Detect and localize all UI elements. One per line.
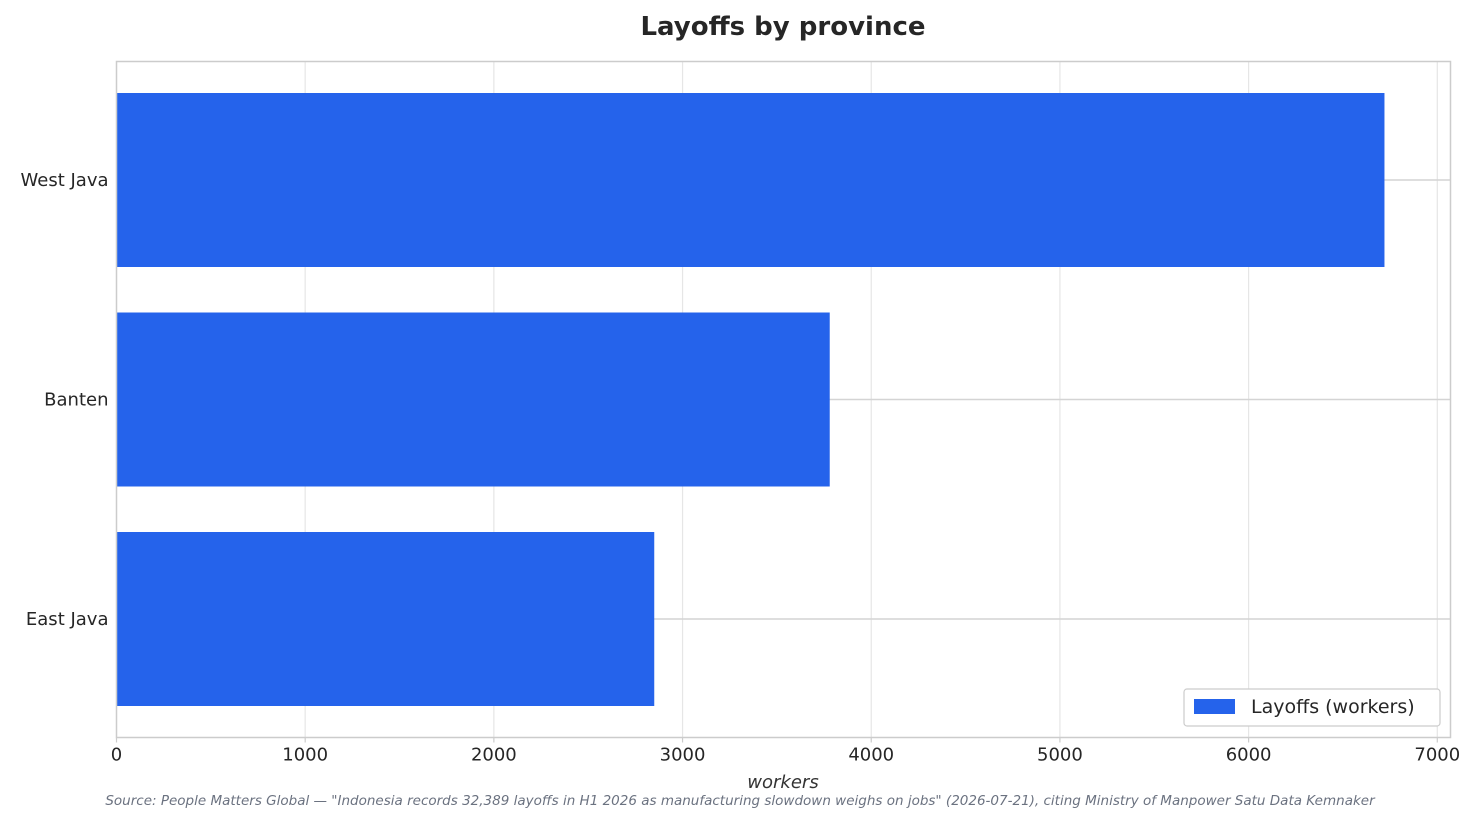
legend-box [1183, 688, 1441, 727]
chart-title: Layoffs by province [640, 12, 925, 42]
bar [116, 93, 1385, 267]
x-axis-ticks: 0 1000 2000 3000 4000 5000 6000 7000 [111, 737, 1460, 766]
bars [116, 93, 1385, 706]
x-tick-label: 7000 [1414, 745, 1460, 766]
x-tick-label: 2000 [471, 745, 517, 766]
bar [116, 312, 830, 487]
y-tick-label: East Java [26, 609, 109, 630]
x-tick-label: 0 [111, 745, 122, 766]
legend-swatch [1194, 699, 1235, 714]
x-tick-label: 1000 [282, 745, 328, 766]
bar [116, 532, 655, 706]
y-tick-label: West Java [21, 170, 109, 191]
legend: Layoffs (workers) [1183, 688, 1441, 727]
x-tick-label: 5000 [1037, 745, 1083, 766]
source-note: Source: People Matters Global — "Indones… [105, 793, 1376, 809]
y-tick-label: Banten [44, 390, 108, 411]
x-tick-label: 4000 [848, 745, 894, 766]
y-axis-ticks: West Java Banten East Java [21, 170, 109, 630]
x-tick-label: 3000 [660, 745, 706, 766]
x-tick-label: 6000 [1226, 745, 1272, 766]
x-axis-label: workers [747, 772, 818, 793]
plot-frame [115, 60, 1452, 739]
legend-label: Layoffs (workers) [1251, 696, 1415, 718]
